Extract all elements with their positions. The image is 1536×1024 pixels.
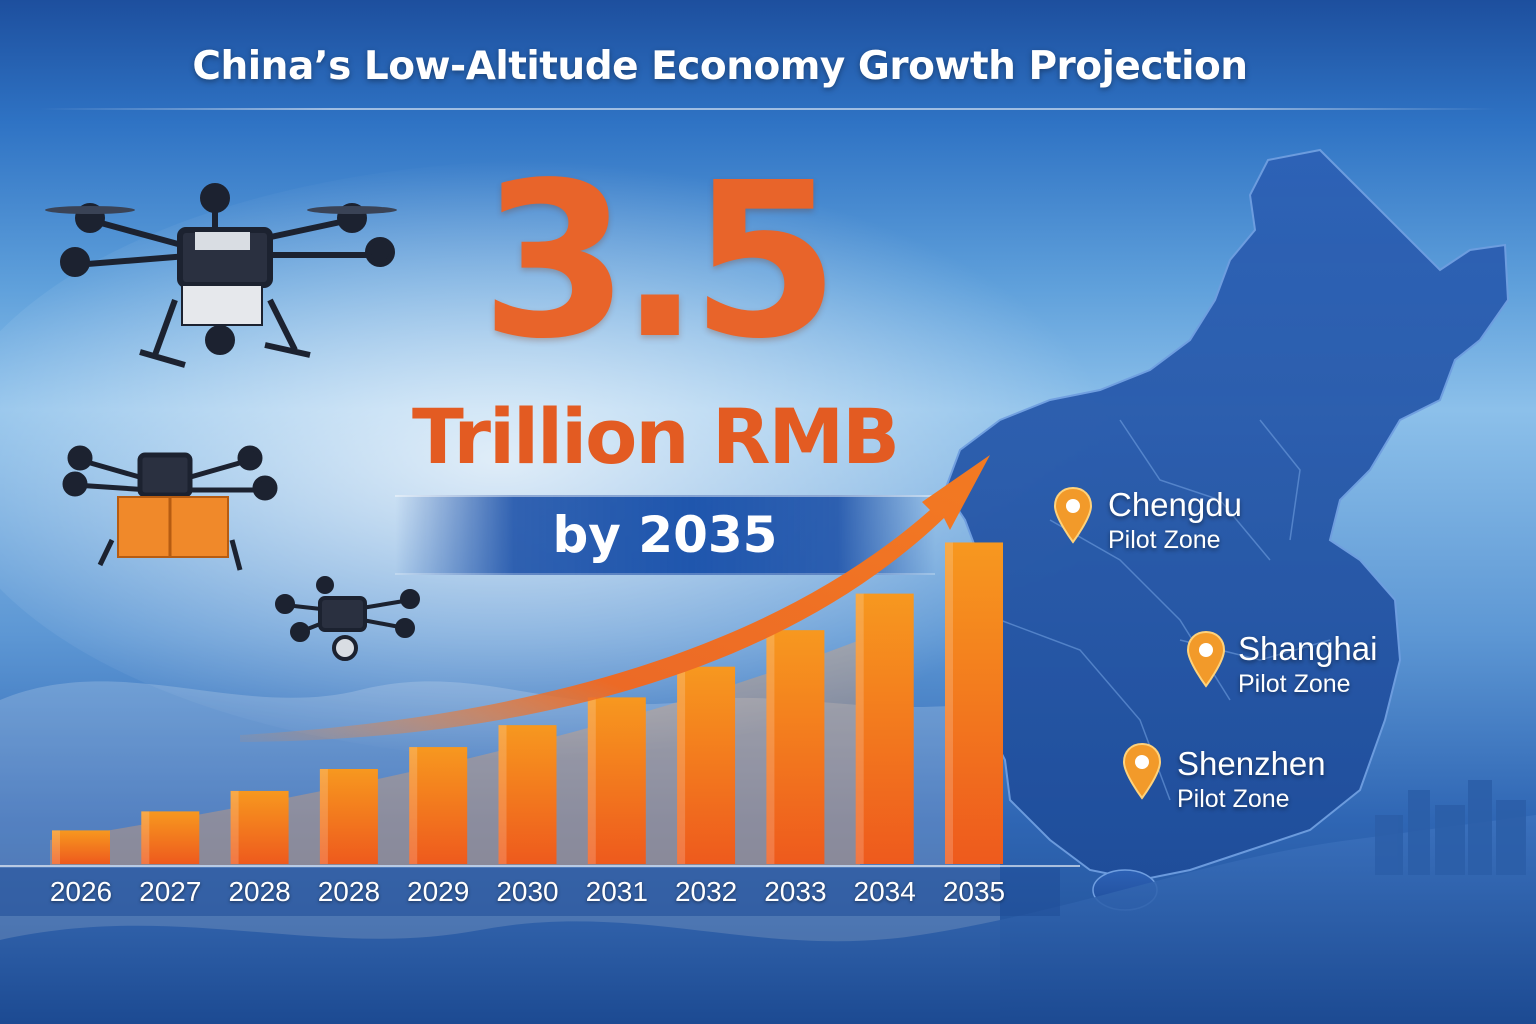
city-zone: Pilot Zone: [1177, 785, 1290, 813]
map-province-lines: [999, 419, 1331, 801]
x-tick-label: 2032: [674, 876, 738, 907]
drone-large: [45, 183, 397, 368]
headline-banner: by 2035: [395, 495, 935, 575]
bar-2034: [855, 593, 914, 864]
growth-arrow: [240, 455, 990, 742]
bar-2035: [945, 542, 1003, 864]
city-label-chengdu: Chengdu Pilot Zone: [1108, 486, 1242, 556]
foreground-hills: [0, 815, 1536, 1024]
bar-highlight: [409, 747, 418, 864]
bar-2033: [766, 630, 825, 864]
map-pin-icon: [1053, 486, 1093, 544]
bar-highlight: [945, 542, 953, 864]
city-name: Chengdu: [1108, 486, 1242, 523]
x-tick-label: 2035: [942, 876, 1006, 907]
headline-unit: Trillion RMB: [411, 392, 900, 481]
bar-highlight: [677, 666, 686, 864]
city-name: Shenzhen: [1177, 745, 1326, 782]
bar-2032: [677, 666, 736, 864]
page-title: China’s Low-Altitude Economy Growth Proj…: [192, 44, 1248, 89]
city-label-shenzhen: Shenzhen Pilot Zone: [1177, 745, 1326, 815]
bar-series: [52, 542, 1003, 864]
bar-highlight: [141, 811, 150, 864]
title-divider: [40, 108, 1496, 110]
bar-2027: [141, 811, 200, 864]
city-label-shanghai: Shanghai Pilot Zone: [1238, 630, 1377, 700]
bar-2028: [319, 769, 378, 864]
headline-value: 3.5: [480, 137, 839, 386]
x-tick-label: 2031: [585, 876, 648, 907]
x-tick-label: 2034: [853, 876, 916, 907]
drone-delivery: [62, 445, 278, 571]
bar-2029: [409, 747, 468, 864]
bar-highlight: [587, 697, 596, 864]
x-tick-label: 2030: [496, 876, 559, 907]
x-tick-label: 2027: [139, 876, 202, 907]
bar-highlight: [855, 593, 864, 864]
drone-small: [275, 576, 420, 661]
map-pin-icon: [1186, 630, 1226, 688]
city-zone: Pilot Zone: [1108, 526, 1221, 554]
bar-2028: [230, 790, 289, 864]
city-skyline: [1375, 780, 1526, 875]
china-map-outline: [943, 148, 1510, 882]
headline-by-year: by 2035: [552, 506, 778, 564]
x-tick-label: 2029: [407, 876, 470, 907]
bar-2031: [587, 697, 646, 864]
x-tick-label: 2026: [49, 876, 113, 907]
city-name: Shanghai: [1238, 630, 1378, 667]
city-zone: Pilot Zone: [1238, 670, 1351, 698]
bar-highlight: [52, 830, 60, 864]
x-tick-label: 2028: [317, 876, 381, 907]
bar-highlight: [230, 790, 239, 864]
bar-highlight: [319, 769, 328, 864]
x-axis-band: [0, 868, 1060, 916]
bar-2026: [52, 830, 110, 864]
x-tick-label: 2028: [228, 876, 291, 907]
bar-highlight: [766, 630, 775, 864]
x-tick-label: 2033: [764, 876, 827, 907]
bar-2030: [498, 725, 557, 864]
bar-highlight: [498, 725, 507, 864]
map-pin-icon: [1122, 742, 1162, 800]
